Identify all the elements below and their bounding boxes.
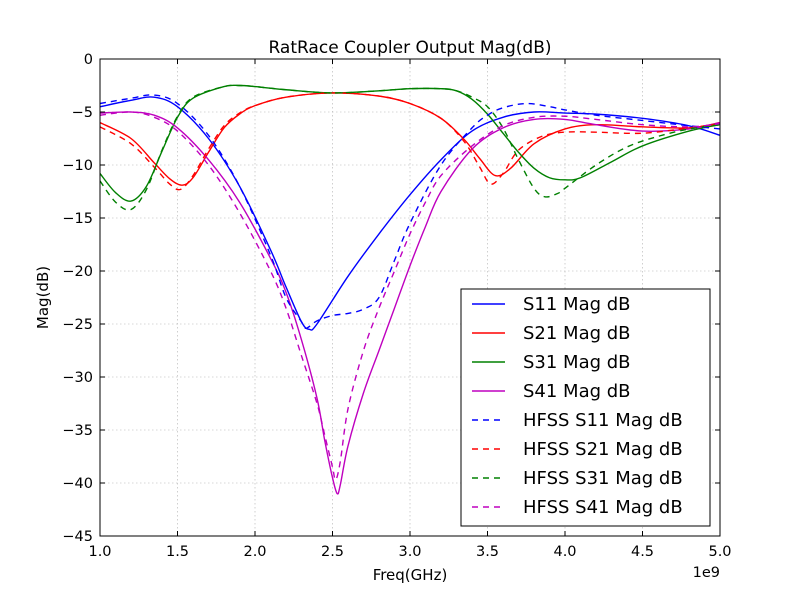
legend-box: [460, 288, 711, 527]
x-tick-label: 4.5: [631, 544, 654, 560]
y-tick-label: −40: [62, 476, 93, 492]
x-tick-label: 1.0: [88, 544, 111, 560]
y-tick-label: −5: [72, 105, 93, 121]
x-tick-label: 2.0: [243, 544, 266, 560]
series-line-hfss-s11-mag-db: [100, 94, 720, 329]
axis-ticks: 1.0 1.5 2.0 2.5 3.0 3.5 4.0 4.5 5.0 0 −5 −10 −15 −20 −…: [62, 52, 731, 560]
y-tick-label: 0: [84, 52, 93, 68]
series-line-hfss-s21-mag-db: [100, 92, 720, 191]
x-tick-label: 3.5: [476, 544, 499, 560]
legend-label-hfss-s31-mag-db: HFSS S31 Mag dB: [523, 468, 683, 489]
legend-label-s41-mag-db: S41 Mag dB: [523, 381, 631, 402]
series-line-s41-mag-db: [100, 111, 720, 495]
series-line-s11-mag-db: [100, 96, 720, 331]
chart-title: RatRace Coupler Output Mag(dB): [268, 38, 551, 58]
series-line-hfss-s41-mag-db: [100, 111, 720, 481]
legend-label-s21-mag-db: S21 Mag dB: [523, 323, 631, 344]
x-tick-label: 2.5: [321, 544, 344, 560]
legend-label-s31-mag-db: S31 Mag dB: [523, 352, 631, 373]
y-tick-label: −30: [62, 370, 93, 386]
y-tick-label: −25: [62, 317, 93, 333]
legend-label-hfss-s41-mag-db: HFSS S41 Mag dB: [523, 497, 683, 518]
legend: S11 Mag dB S21 Mag dB S31 Mag dB S41 Mag dB…: [460, 288, 711, 527]
legend-label-hfss-s21-mag-db: HFSS S21 Mag dB: [523, 439, 683, 460]
x-axis-offset-label: 1e9: [693, 565, 720, 581]
x-axis-label: Freq(GHz): [373, 566, 448, 584]
legend-label-hfss-s11-mag-db: HFSS S11 Mag dB: [523, 410, 683, 431]
x-tick-label: 1.5: [166, 544, 189, 560]
x-tick-label: 5.0: [708, 544, 731, 560]
y-tick-label: −10: [62, 158, 93, 174]
legend-label-s11-mag-db: S11 Mag dB: [523, 294, 631, 315]
y-axis-label: Mag(dB): [34, 266, 52, 329]
y-tick-label: −15: [62, 211, 93, 227]
y-tick-label: −20: [62, 264, 93, 280]
x-tick-label: 4.0: [553, 544, 576, 560]
plot-lines: [100, 84, 720, 495]
x-tick-label: 3.0: [398, 544, 421, 560]
y-tick-label: −45: [62, 529, 93, 545]
y-tick-label: −35: [62, 423, 93, 439]
